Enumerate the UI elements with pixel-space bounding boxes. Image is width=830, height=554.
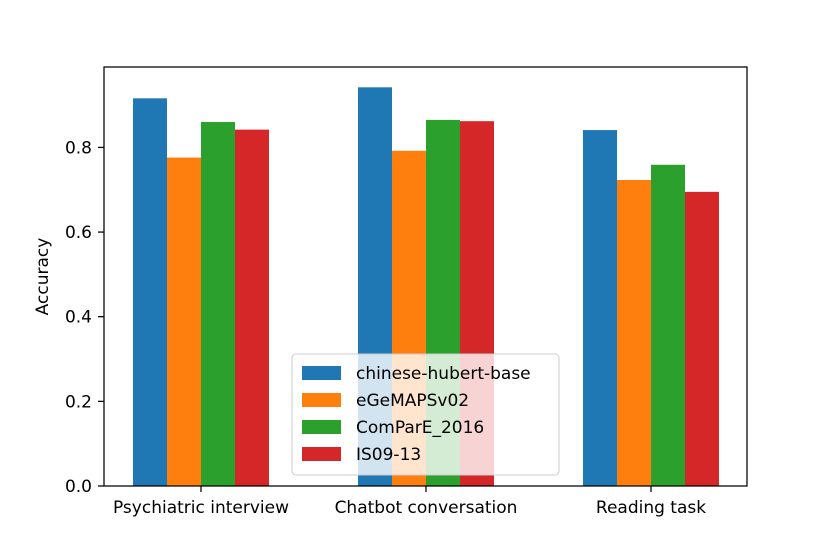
bar-chinese-hubert-base-reading-task bbox=[583, 130, 617, 486]
y-tick-label: 0.2 bbox=[65, 392, 92, 412]
legend-label: eGeMAPSv02 bbox=[356, 391, 469, 411]
legend-swatch bbox=[302, 420, 341, 434]
bar-ComParE_2016-reading-task bbox=[651, 164, 685, 486]
bar-ComParE_2016-psychiatric-interview bbox=[201, 122, 235, 486]
legend-label: IS09-13 bbox=[356, 445, 421, 465]
legend: chinese-hubert-base eGeMAPSv02 ComParE_201… bbox=[291, 353, 560, 476]
x-axis: Psychiatric interview Chatbot conversatio… bbox=[113, 486, 706, 518]
x-tick-label: Chatbot conversation bbox=[335, 498, 518, 518]
y-tick-label: 0.0 bbox=[65, 477, 92, 497]
legend-label: chinese-hubert-base bbox=[356, 364, 531, 384]
bar-chinese-hubert-base-psychiatric-interview bbox=[133, 98, 167, 487]
y-axis: 0.0 0.2 0.4 0.6 0.8 bbox=[65, 138, 104, 497]
bar-eGeMAPSv02-reading-task bbox=[617, 180, 651, 486]
bar-IS09-13-psychiatric-interview bbox=[235, 129, 269, 487]
x-tick-label: Psychiatric interview bbox=[113, 498, 289, 518]
y-tick-label: 0.8 bbox=[65, 138, 92, 158]
legend-label: ComParE_2016 bbox=[356, 418, 484, 438]
legend-swatch bbox=[302, 447, 341, 461]
legend-swatch bbox=[302, 393, 341, 407]
y-tick-label: 0.6 bbox=[65, 223, 92, 243]
y-tick-label: 0.4 bbox=[65, 308, 92, 328]
legend-swatch bbox=[302, 366, 341, 380]
y-axis-title: Accuracy bbox=[33, 238, 53, 316]
legend-box bbox=[291, 353, 560, 476]
x-tick-label: Reading task bbox=[596, 498, 706, 518]
bar-IS09-13-reading-task bbox=[685, 191, 719, 487]
bar-eGeMAPSv02-psychiatric-interview bbox=[167, 157, 201, 486]
